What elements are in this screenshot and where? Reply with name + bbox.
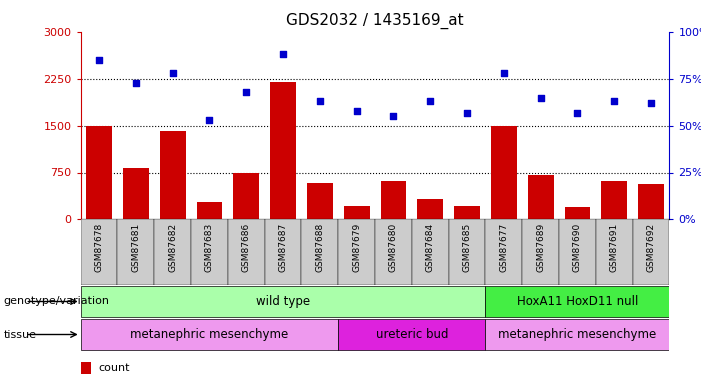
Bar — [338, 319, 485, 350]
Text: genotype/variation: genotype/variation — [4, 297, 109, 306]
Bar — [485, 219, 522, 285]
Point — [204, 117, 215, 123]
Point — [351, 108, 362, 114]
Bar — [596, 219, 632, 285]
Text: wild type: wild type — [256, 295, 310, 308]
Bar — [265, 219, 301, 285]
Title: GDS2032 / 1435169_at: GDS2032 / 1435169_at — [286, 13, 464, 29]
Text: GSM87688: GSM87688 — [315, 223, 325, 272]
Bar — [81, 219, 118, 285]
Bar — [638, 184, 664, 219]
Bar — [118, 219, 154, 285]
Bar — [632, 219, 669, 285]
Bar — [449, 219, 485, 285]
Bar — [412, 219, 449, 285]
Text: GSM87680: GSM87680 — [389, 223, 398, 272]
Bar — [522, 219, 559, 285]
Bar — [86, 126, 112, 219]
Bar — [81, 286, 485, 317]
Point — [93, 57, 104, 63]
Text: GSM87679: GSM87679 — [352, 223, 361, 272]
Bar — [343, 206, 369, 219]
Text: GSM87685: GSM87685 — [463, 223, 472, 272]
Bar — [454, 206, 480, 219]
Text: metanephric mesenchyme: metanephric mesenchyme — [498, 328, 657, 341]
Bar — [485, 286, 669, 317]
Text: GSM87683: GSM87683 — [205, 223, 214, 272]
Point — [608, 98, 620, 104]
Bar — [228, 219, 265, 285]
Bar — [123, 168, 149, 219]
Bar — [338, 219, 375, 285]
Point — [314, 98, 325, 104]
Point — [240, 89, 252, 95]
Bar — [196, 202, 222, 219]
Text: metanephric mesenchyme: metanephric mesenchyme — [130, 328, 289, 341]
Bar — [81, 362, 91, 374]
Bar — [491, 126, 517, 219]
Text: GSM87678: GSM87678 — [95, 223, 104, 272]
Point — [130, 80, 142, 86]
Text: GSM87681: GSM87681 — [131, 223, 140, 272]
Bar — [381, 181, 407, 219]
Bar — [81, 319, 338, 350]
Bar — [160, 130, 186, 219]
Point — [167, 70, 178, 76]
Bar — [191, 219, 228, 285]
Bar — [270, 82, 296, 219]
Bar — [559, 219, 596, 285]
Text: HoxA11 HoxD11 null: HoxA11 HoxD11 null — [517, 295, 638, 308]
Bar — [307, 183, 333, 219]
Text: tissue: tissue — [4, 330, 36, 339]
Bar — [564, 207, 590, 219]
Point — [646, 100, 657, 106]
Text: GSM87677: GSM87677 — [499, 223, 508, 272]
Text: GSM87687: GSM87687 — [278, 223, 287, 272]
Point — [388, 113, 399, 119]
Text: ureteric bud: ureteric bud — [376, 328, 448, 341]
Text: GSM87684: GSM87684 — [426, 223, 435, 272]
Bar — [601, 181, 627, 219]
Text: GSM87686: GSM87686 — [242, 223, 251, 272]
Point — [572, 110, 583, 116]
Bar — [375, 219, 412, 285]
Point — [498, 70, 510, 76]
Point — [425, 98, 436, 104]
Text: count: count — [98, 363, 130, 373]
Point — [535, 94, 546, 100]
Text: GSM87691: GSM87691 — [610, 223, 619, 272]
Point — [461, 110, 472, 116]
Bar — [154, 219, 191, 285]
Bar — [233, 172, 259, 219]
Bar — [417, 200, 443, 219]
Text: GSM87689: GSM87689 — [536, 223, 545, 272]
Bar — [528, 175, 554, 219]
Bar — [485, 319, 669, 350]
Text: GSM87692: GSM87692 — [646, 223, 655, 272]
Bar — [301, 219, 338, 285]
Text: GSM87682: GSM87682 — [168, 223, 177, 272]
Text: GSM87690: GSM87690 — [573, 223, 582, 272]
Point — [278, 51, 289, 57]
